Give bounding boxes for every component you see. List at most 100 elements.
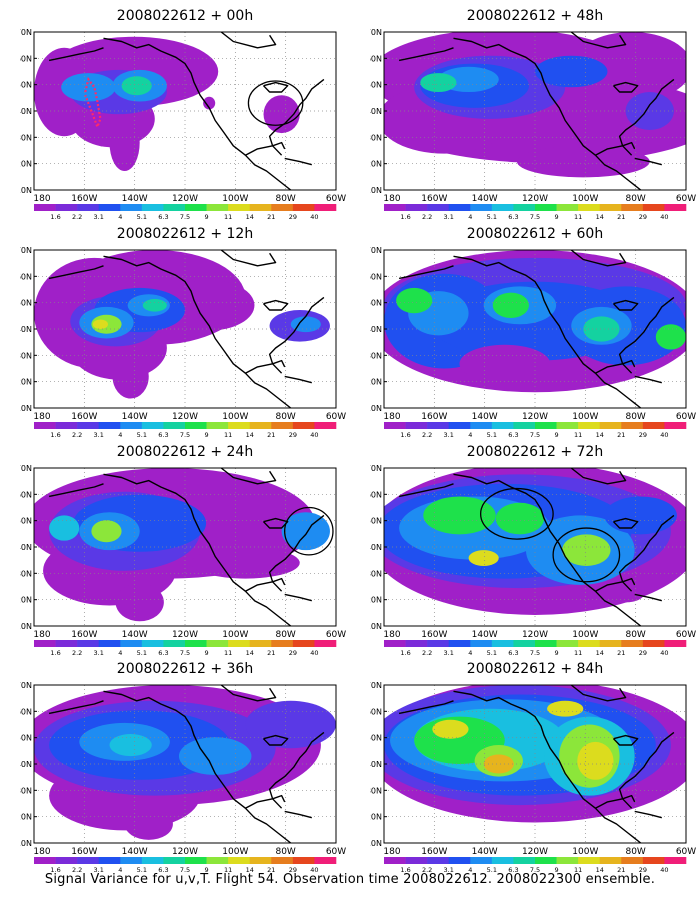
- lat-label: 40N: [370, 760, 382, 769]
- lon-label: 60W: [676, 847, 696, 857]
- lon-label: 180: [33, 847, 50, 857]
- colorbar-label: 11: [574, 213, 582, 220]
- colorbar-label: 2.2: [72, 213, 82, 220]
- colorbar-swatch: [599, 204, 622, 211]
- variance-contour: [492, 292, 529, 318]
- colorbar-label: 29: [639, 213, 647, 220]
- colorbar-swatch: [535, 204, 557, 211]
- colorbar-swatch: [513, 857, 536, 864]
- coastline: [48, 47, 104, 62]
- variance-contour: [281, 512, 330, 551]
- colorbar-swatch: [314, 640, 337, 647]
- lat-label: 40N: [370, 543, 382, 552]
- colorbar-swatch: [556, 640, 579, 647]
- coastline: [284, 375, 312, 384]
- colorbar-swatch: [448, 857, 471, 864]
- coastline: [103, 37, 292, 190]
- colorbar-label: 9: [205, 431, 209, 438]
- lon-label: 160W: [71, 412, 97, 422]
- lon-label: 120W: [172, 630, 198, 640]
- colorbar-swatch: [77, 857, 100, 864]
- colorbar-swatch: [141, 640, 164, 647]
- colorbar-label: 1.6: [50, 649, 60, 656]
- colorbar-swatch: [384, 204, 406, 211]
- lon-label: 120W: [172, 194, 198, 204]
- colorbar-label: 6.3: [508, 431, 518, 438]
- colorbar-label: 3.1: [94, 431, 104, 438]
- colorbar-swatch: [556, 857, 579, 864]
- variance-contour: [112, 354, 149, 399]
- colorbar-label: 7.5: [530, 866, 540, 873]
- colorbar-swatch: [642, 204, 665, 211]
- map-panel: 2008022612 + 12h 70N 60N 50N 40N 30N 20N 10N180…: [20, 226, 350, 438]
- colorbar-swatch: [448, 204, 471, 211]
- colorbar-swatch: [578, 204, 601, 211]
- colorbar-swatch: [556, 204, 579, 211]
- colorbar-swatch: [55, 857, 78, 864]
- colorbar-label: 1.6: [50, 213, 60, 220]
- colorbar-label: 29: [289, 649, 297, 656]
- variance-contour: [178, 737, 252, 776]
- lon-label: 100W: [572, 630, 598, 640]
- colorbar-label: 40: [660, 866, 668, 873]
- lat-label: 50N: [20, 734, 32, 743]
- colorbar-label: 5.1: [487, 431, 497, 438]
- colorbar-label: 9: [555, 649, 559, 656]
- colorbar-label: 40: [310, 431, 318, 438]
- coastline: [634, 375, 662, 384]
- lat-label: 70N: [20, 28, 32, 37]
- colorbar-label: 6.3: [158, 431, 168, 438]
- lon-label: 80W: [625, 847, 645, 857]
- coastline: [398, 265, 454, 280]
- colorbar-label: 14: [246, 213, 254, 220]
- coastline: [245, 359, 286, 374]
- colorbar-swatch: [77, 640, 100, 647]
- colorbar-swatch: [271, 204, 294, 211]
- colorbar-swatch: [206, 422, 229, 429]
- colorbar-swatch: [55, 640, 78, 647]
- colorbar-label: 21: [617, 866, 625, 873]
- variance-contour: [583, 316, 620, 342]
- variance-contour: [142, 298, 167, 312]
- colorbar-label: 3.1: [94, 213, 104, 220]
- lat-label: 20N: [370, 378, 382, 387]
- colorbar-swatch: [185, 422, 207, 429]
- colorbar-swatch: [249, 204, 272, 211]
- variance-contour: [92, 319, 108, 329]
- colorbar-label: 11: [224, 431, 232, 438]
- colorbar-swatch: [141, 204, 164, 211]
- map-panel: 2008022612 + 84h 70N 60N 50N 40N 30N 20N 10N180…: [370, 661, 700, 873]
- lat-label: 10N: [20, 186, 32, 195]
- lat-label: 30N: [20, 786, 32, 795]
- lat-label: 50N: [20, 299, 32, 308]
- lon-label: 100W: [222, 194, 248, 204]
- figure-caption: Signal Variance for u,v,T. Flight 54. Ob…: [44, 872, 656, 887]
- coastline: [453, 255, 642, 408]
- colorbar-swatch: [55, 422, 78, 429]
- lon-label: 100W: [572, 412, 598, 422]
- colorbar-label: 9: [555, 213, 559, 220]
- lon-label: 60W: [676, 630, 696, 640]
- colorbar-swatch: [185, 857, 207, 864]
- colorbar-label: 29: [289, 866, 297, 873]
- colorbar-swatch: [470, 204, 493, 211]
- map-plot: 70N 60N 50N 40N 30N 20N 10N180 160W 140W 120W 100W…: [370, 246, 696, 438]
- coastline: [262, 81, 289, 93]
- colorbar-swatch: [427, 422, 450, 429]
- lon-label: 60W: [326, 194, 346, 204]
- colorbar-swatch: [384, 422, 406, 429]
- lon-label: 180: [383, 630, 400, 640]
- colorbar-label: 5.1: [487, 649, 497, 656]
- panel-title: 2008022612 + 00h: [116, 8, 254, 24]
- colorbar-swatch: [228, 204, 251, 211]
- variance-contour: [495, 502, 545, 535]
- colorbar-swatch: [141, 422, 164, 429]
- colorbar-label: 40: [310, 649, 318, 656]
- lat-label: 70N: [370, 28, 382, 37]
- colorbar-swatch: [163, 640, 186, 647]
- colorbar-label: 40: [310, 213, 318, 220]
- variance-contour: [191, 547, 300, 579]
- coastline: [618, 731, 675, 809]
- colorbar-label: 21: [267, 431, 275, 438]
- lat-label: 60N: [20, 54, 32, 63]
